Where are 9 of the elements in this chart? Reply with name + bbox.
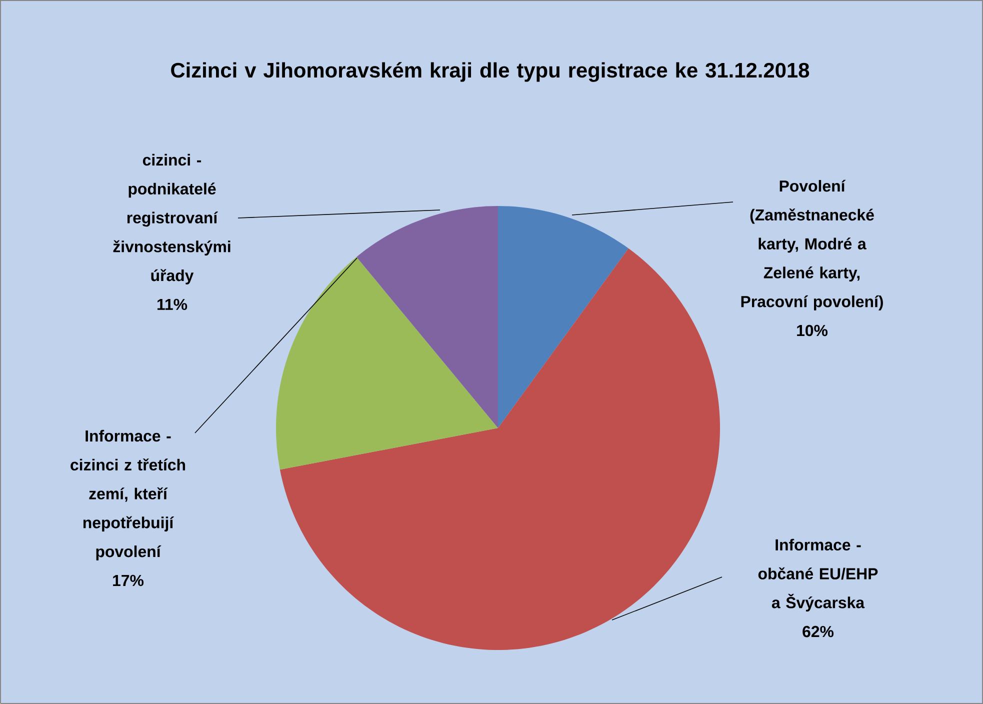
slice-label: Informace - cizinci z třetích zemí, kteří nepotřebuijí povolení bbox=[70, 430, 186, 560]
data-label: 62% bbox=[802, 626, 834, 638]
data-label: 11% bbox=[157, 298, 188, 310]
data-label: 10% bbox=[797, 324, 828, 336]
data-label: 17% bbox=[113, 574, 144, 586]
slice-label: Informace - občané EU/EHP a Švýcarska bbox=[758, 538, 878, 612]
slice-label: Povolení (Zaměstnanecké karty, Modré a Zelené karty, Pracovní povolení) bbox=[741, 180, 883, 310]
slice-label: cizinci - podnikatelé registrovaní živnostenskými úřady bbox=[113, 154, 230, 284]
chart-title: Cizinci v Jihomoravském kraji dle typu registrace ke 31.12.2018 bbox=[171, 62, 810, 82]
